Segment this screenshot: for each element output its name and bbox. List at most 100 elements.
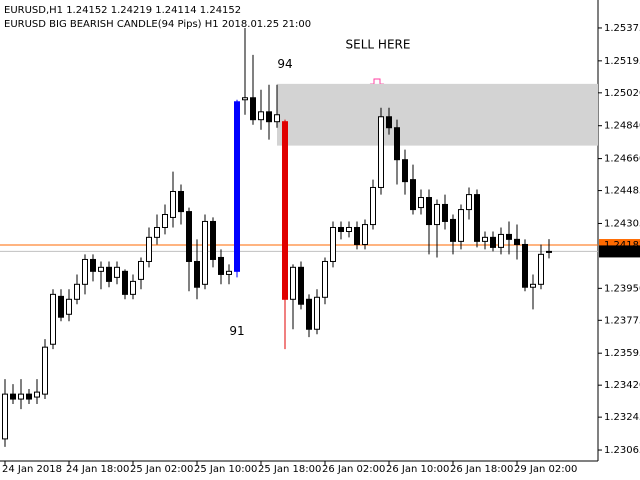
candle-body (90, 258, 96, 272)
candle-label: 94 (277, 57, 292, 71)
candle-body (226, 270, 232, 275)
candle-body (402, 159, 408, 183)
candle-body (106, 266, 112, 282)
candle-body (530, 283, 536, 288)
annotation: SELL HERE (346, 38, 411, 52)
candle-body (194, 260, 200, 288)
price-tag (599, 245, 640, 258)
y-tick-label: 1.24660 (604, 154, 640, 165)
candle-body (522, 243, 528, 288)
y-tick-label: 1.23950 (604, 283, 640, 294)
candle-body (234, 101, 240, 272)
candle-body (98, 266, 104, 272)
candle-body (306, 298, 312, 330)
candle-body (506, 233, 512, 240)
price-tag-label: 1.24152 (604, 246, 640, 257)
candle-body (474, 194, 480, 242)
candle-body (82, 258, 88, 285)
candle-body (146, 236, 152, 262)
candle-body (154, 226, 160, 238)
candle-body (514, 238, 520, 245)
x-tick-label: 26 Jan 02:00 (322, 464, 385, 475)
candle-body (258, 111, 264, 121)
candle-body (338, 226, 344, 233)
x-tick-label: 26 Jan 10:00 (386, 464, 449, 475)
candle-body (322, 260, 328, 298)
candle-body (242, 97, 248, 101)
candle-body (466, 194, 472, 211)
candle-body (170, 190, 176, 218)
candle-body (2, 393, 8, 440)
candle-body (202, 220, 208, 285)
y-tick-label: 1.25020 (604, 88, 640, 99)
candle-body (42, 346, 48, 395)
candle-label: 91 (229, 324, 244, 338)
candle-body (162, 214, 168, 228)
candle-body (122, 270, 128, 295)
y-tick-label: 1.24485 (604, 186, 640, 197)
y-tick-label: 1.23420 (604, 380, 640, 391)
y-tick-label: 1.23065 (604, 445, 640, 456)
candle-body (74, 283, 80, 300)
candle-body (250, 97, 256, 121)
chart-subtitle: EURUSD BIG BEARISH CANDLE(94 Pips) H1 20… (4, 19, 311, 30)
candle-body (498, 233, 504, 248)
candle-body (418, 197, 424, 209)
x-tick-label: 24 Jan 2018 (2, 464, 62, 475)
candle-body (178, 190, 184, 213)
candle-body (362, 224, 368, 245)
candle-body (442, 203, 448, 222)
candle-body (434, 203, 440, 226)
x-tick-label: 29 Jan 02:00 (514, 464, 577, 475)
candle-body (370, 186, 376, 226)
candle-body (394, 127, 400, 161)
x-tick-label: 25 Jan 18:00 (258, 464, 321, 475)
candle-body (538, 253, 544, 285)
candle-body (410, 179, 416, 211)
candle-body (130, 280, 136, 295)
candle-body (314, 296, 320, 330)
candle-body (378, 116, 384, 188)
candle-body (34, 391, 40, 398)
candle-body (490, 236, 496, 248)
candle-body (426, 197, 432, 226)
y-tick-label: 1.25375 (604, 23, 640, 34)
candle-body (18, 393, 24, 400)
candle-body (10, 393, 16, 400)
y-tick-label: 1.23775 (604, 315, 640, 326)
candle-body (346, 226, 352, 233)
candle-body (450, 218, 456, 242)
candle-body (138, 260, 144, 280)
candle-body (274, 114, 280, 123)
y-tick-label: 1.24840 (604, 121, 640, 132)
sell-zone (277, 83, 598, 146)
candle-body (354, 226, 360, 245)
candle-body (330, 226, 336, 262)
candle-body (386, 116, 392, 129)
candle-body (114, 266, 120, 278)
candle-body (26, 393, 32, 400)
candle-body (66, 298, 72, 315)
y-tick-label: 1.24305 (604, 218, 640, 229)
candle-body (186, 211, 192, 262)
candle-body (210, 220, 216, 260)
candle-body (282, 121, 288, 300)
candle-body (546, 250, 552, 253)
candle-body (266, 111, 272, 123)
candle-body (458, 209, 464, 242)
candle-body (298, 266, 304, 305)
y-tick-label: 1.23595 (604, 348, 640, 359)
candle-body (50, 293, 56, 345)
x-tick-label: 25 Jan 10:00 (194, 464, 257, 475)
y-tick-label: 1.25195 (604, 56, 640, 67)
candle-body (58, 295, 64, 318)
candle-body (290, 266, 296, 300)
x-tick-label: 26 Jan 18:00 (450, 464, 513, 475)
x-tick-label: 24 Jan 18:00 (66, 464, 129, 475)
chart-title: EURUSD,H1 1.24152 1.24219 1.24114 1.2415… (4, 5, 241, 16)
x-tick-label: 25 Jan 02:00 (130, 464, 193, 475)
y-tick-label: 1.23245 (604, 412, 640, 423)
candle-body (482, 236, 488, 242)
candle-body (218, 256, 224, 275)
